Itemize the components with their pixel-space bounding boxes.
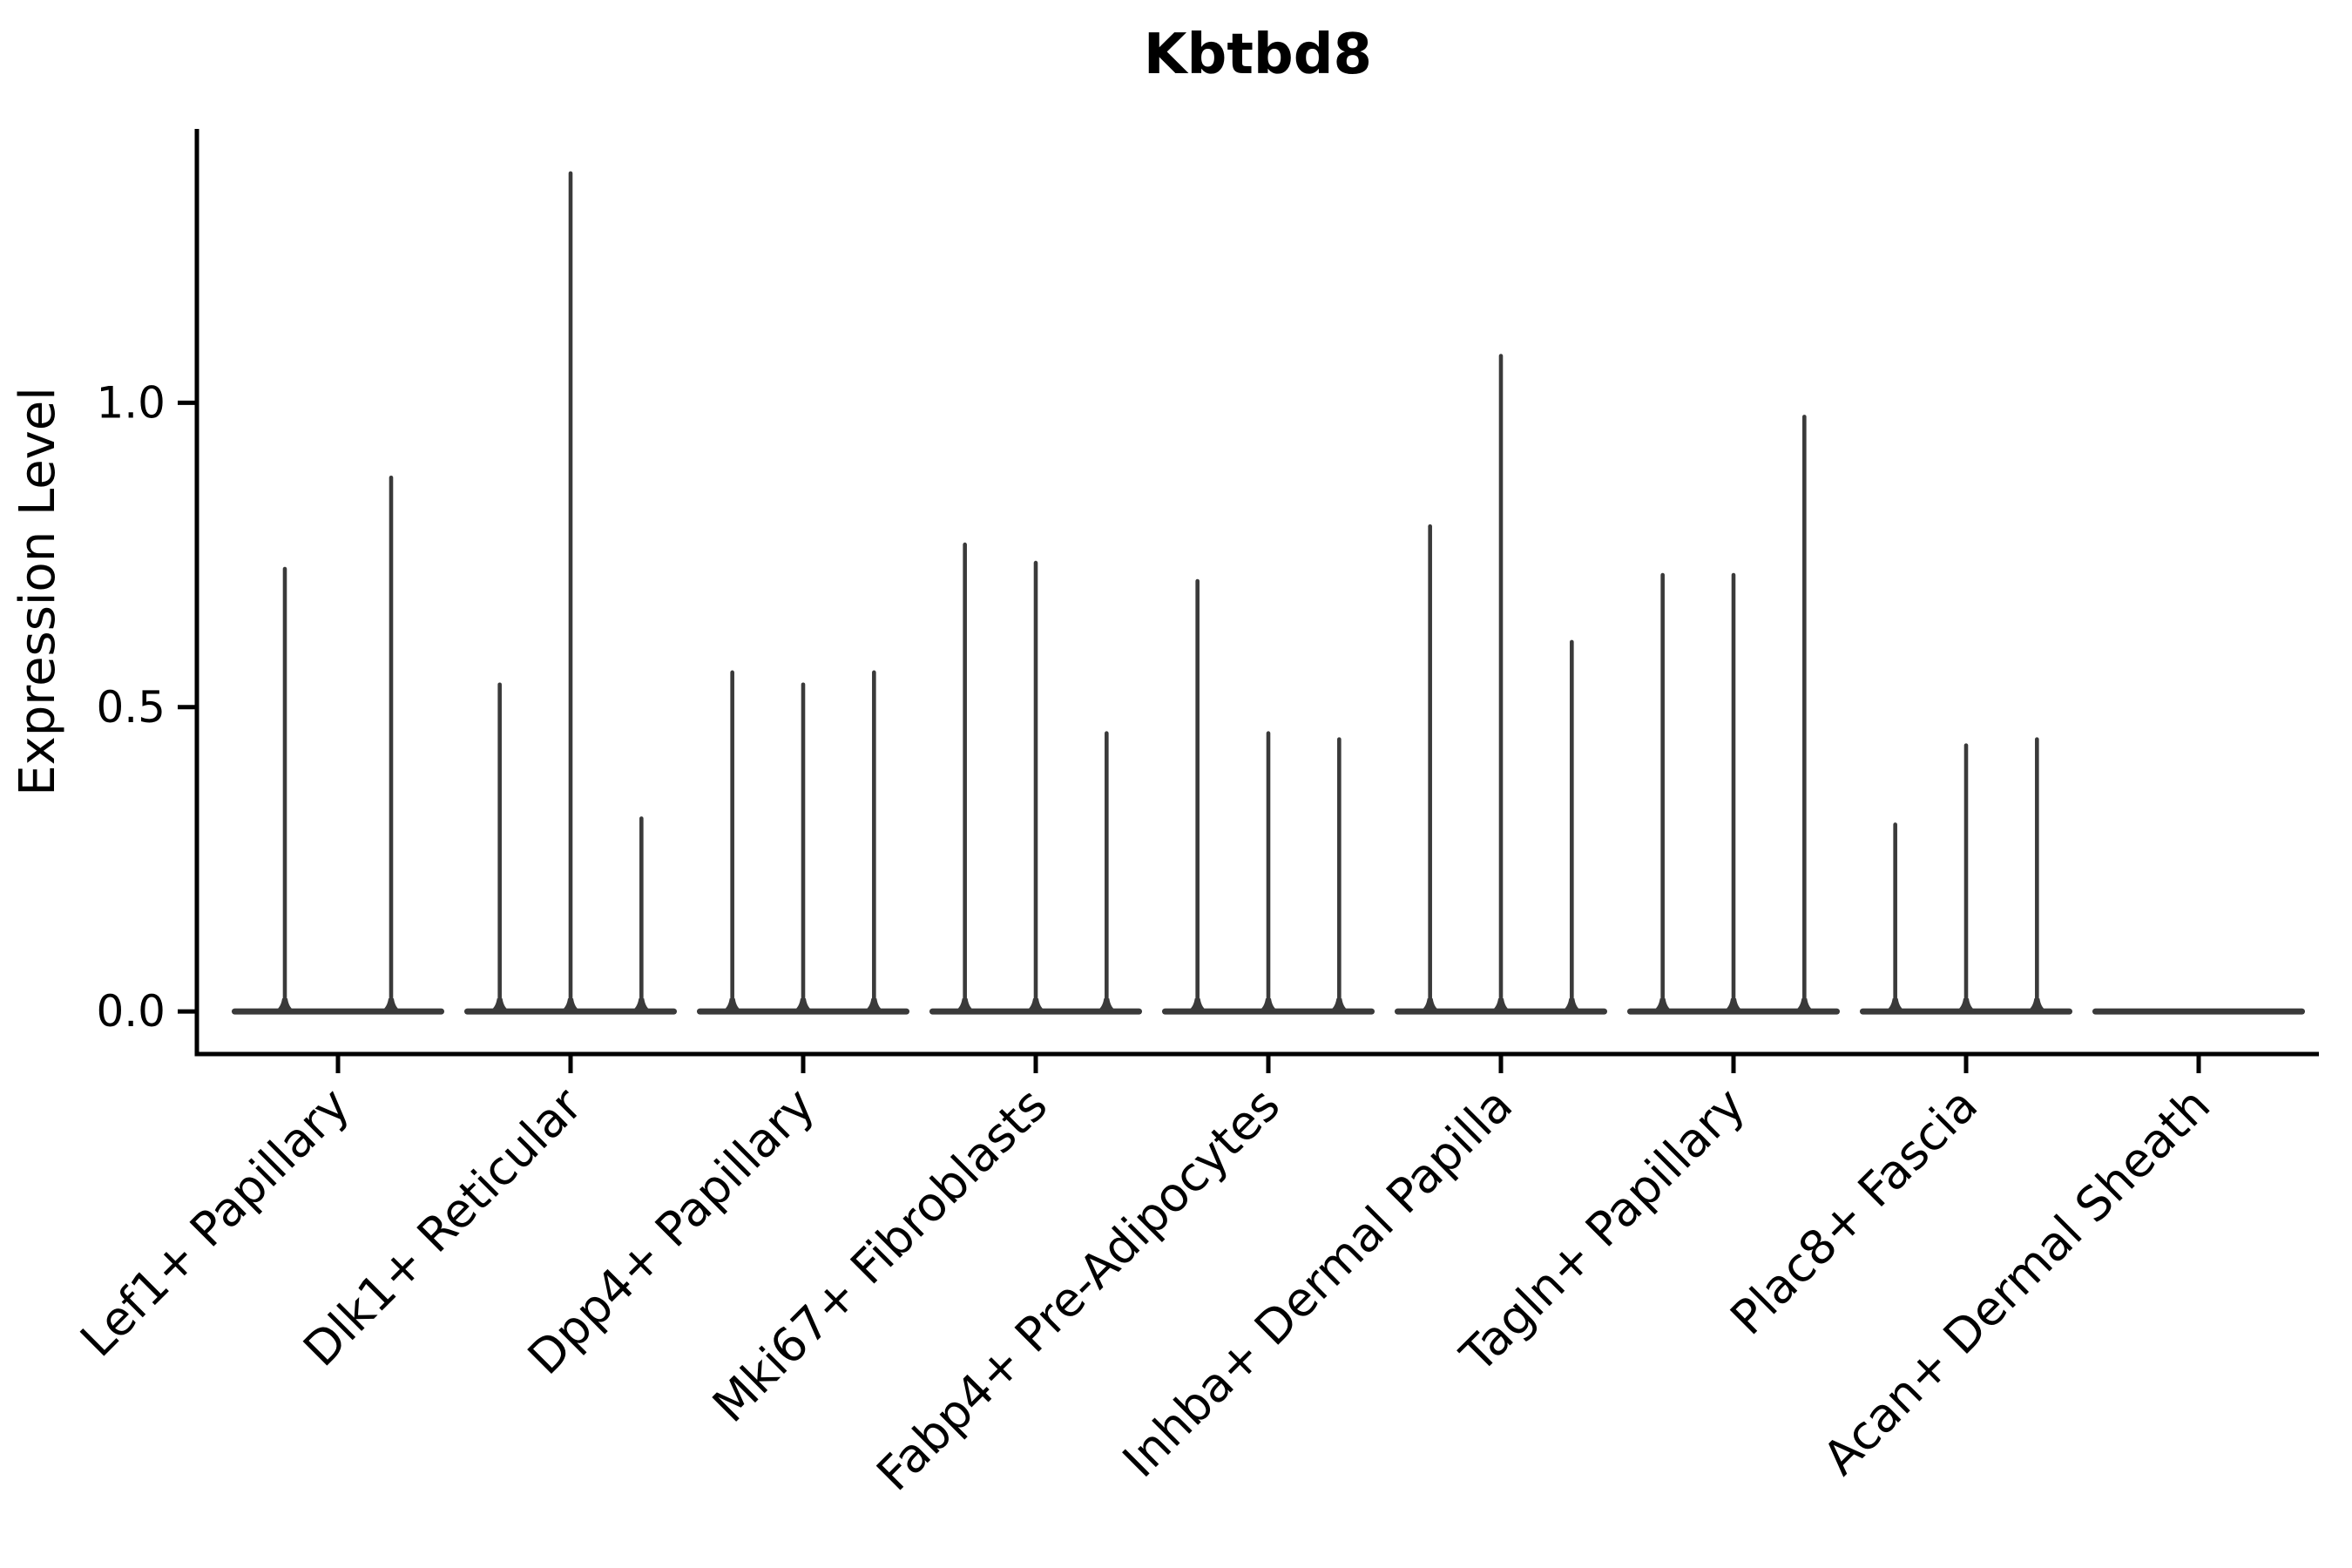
y-tick-label: 1.0	[96, 377, 166, 428]
violin-group	[2092, 1008, 2305, 1015]
violin-group	[464, 171, 677, 1015]
chart-title: Kbtbd8	[1144, 23, 1372, 87]
violin-group	[929, 542, 1142, 1015]
violin-layer	[232, 171, 2305, 1015]
x-tick-label: Fabp4+ Pre-Adipocytes	[866, 1078, 1290, 1502]
violin-group	[1627, 415, 1840, 1015]
violin-group	[232, 475, 444, 1015]
violin-group	[1162, 578, 1375, 1015]
violin-base	[2092, 1008, 2305, 1015]
violin-base	[232, 1008, 444, 1015]
violin-group	[1860, 737, 2072, 1015]
y-tick-label: 0.0	[96, 986, 166, 1037]
violin-group	[697, 670, 909, 1015]
x-tick-label: Inhba+ Dermal Papilla	[1112, 1078, 1523, 1488]
x-tick-label: Plac8+ Fascia	[1720, 1078, 1988, 1346]
x-tick-label: Acan+ Dermal Sheath	[1813, 1078, 2220, 1485]
y-tick-label: 0.5	[96, 682, 166, 733]
y-axis-title: Expression Level	[10, 387, 66, 796]
violin-group	[1395, 354, 1607, 1015]
